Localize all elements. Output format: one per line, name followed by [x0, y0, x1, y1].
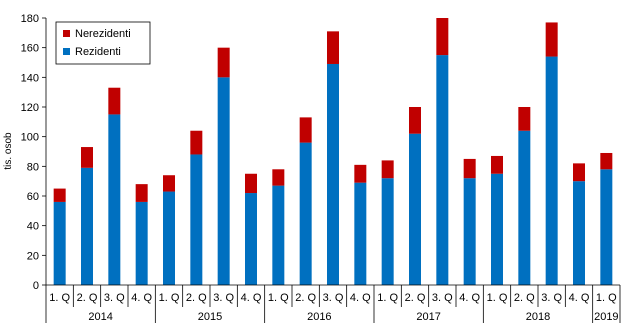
x-tick-label: 3. Q: [323, 292, 344, 304]
bar-nerezidenti: [53, 188, 66, 202]
bar-rezidenti: [436, 55, 449, 286]
bar-rezidenti: [381, 178, 394, 285]
bar-nerezidenti: [573, 163, 585, 182]
bar-rezidenti: [409, 133, 421, 285]
bar-rezidenti: [518, 130, 531, 285]
x-tick-label: 1. Q: [487, 292, 508, 304]
x-tick-label: 4. Q: [350, 292, 371, 304]
bar-rezidenti: [108, 114, 121, 286]
year-label: 2015: [198, 311, 222, 323]
bar-rezidenti: [463, 178, 476, 285]
x-tick-label: 1. Q: [596, 292, 617, 304]
y-tick-label: 80: [27, 161, 39, 173]
y-tick-label: 100: [21, 132, 39, 144]
y-tick-label: 20: [27, 250, 39, 262]
y-ticks-group: 0 20 40 60 80 100 120 140 160 180: [21, 13, 47, 292]
x-tick-label: 1. Q: [159, 292, 180, 304]
bar-nerezidenti: [381, 160, 394, 179]
y-tick-label: 0: [33, 280, 39, 292]
bar-nerezidenti: [463, 158, 476, 179]
y-tick-label: 160: [21, 43, 39, 55]
legend: Nerezidenti Rezidenti: [55, 21, 151, 65]
bar-rezidenti: [491, 173, 503, 285]
x-tick-label: 2. Q: [514, 292, 535, 304]
bar-nerezidenti: [217, 47, 230, 78]
y-axis-label: tis. osob: [3, 132, 14, 170]
bar-rezidenti: [53, 201, 66, 285]
x-tick-label: 2. Q: [186, 292, 207, 304]
x-axis-group: 1. Q 2. Q 3. Q 4. Q 1. Q 2. Q 3. Q 4. Q 1. Q 2. Q…: [45, 284, 621, 323]
x-tick-label: 4. Q: [131, 292, 152, 304]
bar-rezidenti: [272, 185, 285, 285]
x-tick-label: 2. Q: [77, 292, 98, 304]
bar-nerezidenti: [81, 147, 93, 168]
bar-rezidenti: [354, 182, 367, 285]
y-tick-label: 180: [21, 13, 39, 25]
bar-rezidenti: [600, 169, 613, 285]
x-tick-label: 4. Q: [241, 292, 262, 304]
bar-rezidenti: [299, 142, 312, 285]
bar-nerezidenti: [272, 169, 285, 186]
y-tick-label: 40: [27, 221, 39, 233]
bar-nerezidenti: [163, 175, 175, 192]
x-tick-label: 1. Q: [49, 292, 70, 304]
x-tick-label: 4. Q: [459, 292, 480, 304]
year-label: 2019: [594, 311, 618, 323]
bar-rezidenti: [163, 191, 175, 285]
legend-swatch-rezidenti: [63, 48, 70, 55]
bar-rezidenti: [245, 193, 257, 285]
year-label: 2018: [526, 311, 550, 323]
bar-nerezidenti: [299, 117, 312, 143]
bar-rezidenti: [327, 63, 339, 285]
bar-rezidenti: [135, 201, 148, 285]
bar-rezidenti: [545, 56, 558, 285]
bar-nerezidenti: [491, 155, 503, 174]
bar-nerezidenti: [600, 152, 613, 170]
x-tick-label: 3. Q: [432, 292, 453, 304]
x-tick-label: 2. Q: [295, 292, 316, 304]
y-tick-label: 140: [21, 72, 39, 84]
legend-box: [55, 21, 151, 65]
bar-nerezidenti: [190, 130, 203, 155]
year-label: 2014: [88, 311, 112, 323]
bar-nerezidenti: [545, 22, 558, 57]
bar-rezidenti: [81, 167, 93, 285]
bar-rezidenti: [217, 77, 230, 285]
bar-rezidenti: [190, 154, 203, 285]
x-tick-label: 3. Q: [104, 292, 125, 304]
y-tick-label: 60: [27, 191, 39, 203]
bar-nerezidenti: [327, 31, 339, 64]
bar-nerezidenti: [135, 184, 148, 202]
legend-label-rezidenti: Rezidenti: [75, 46, 121, 58]
bars-group: [53, 18, 613, 286]
x-tick-label: 3. Q: [541, 292, 562, 304]
bar-nerezidenti: [354, 164, 367, 183]
x-tick-label: 4. Q: [569, 292, 590, 304]
bar-nerezidenti: [409, 107, 421, 134]
x-tick-label: 2. Q: [405, 292, 426, 304]
y-tick-label: 120: [21, 102, 39, 114]
x-tick-label: 1. Q: [377, 292, 398, 304]
year-label: 2017: [416, 311, 440, 323]
legend-label-nerezidenti: Nerezidenti: [75, 28, 131, 40]
bar-nerezidenti: [518, 107, 531, 131]
bar-nerezidenti: [436, 18, 449, 56]
bar-nerezidenti: [245, 173, 257, 194]
year-label: 2016: [307, 311, 331, 323]
x-tick-label: 3. Q: [213, 292, 234, 304]
legend-swatch-nerezidenti: [63, 30, 70, 37]
bar-nerezidenti: [108, 87, 121, 115]
bar-rezidenti: [573, 181, 585, 285]
x-tick-label: 1. Q: [268, 292, 289, 304]
